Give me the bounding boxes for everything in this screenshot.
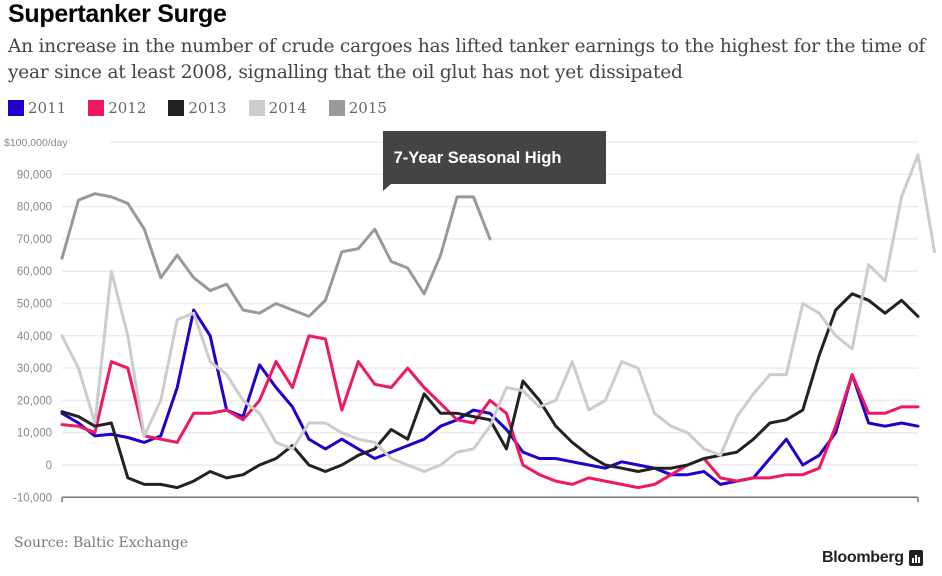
line-chart: -10,000 0 10,000 20,000 30,000 40,000 50,000 60… bbox=[4, 131, 936, 504]
y-tick-label: 60,000 bbox=[17, 266, 52, 278]
y-tick-label: 20,000 bbox=[17, 395, 52, 407]
legend-label: 2014 bbox=[268, 99, 307, 117]
x-axis bbox=[61, 496, 919, 503]
series-line-2011 bbox=[60, 308, 920, 486]
legend-item-2014[interactable]: 2014 bbox=[248, 99, 307, 117]
y-axis-ticks: -10,000 0 10,000 20,000 30,000 40,000 50,000 60… bbox=[4, 137, 68, 504]
legend-label: 2015 bbox=[348, 99, 387, 117]
legend-item-2012[interactable]: 2012 bbox=[88, 99, 146, 117]
chart-title: Supertanker Surge bbox=[8, 0, 227, 28]
annotation-pointer bbox=[383, 184, 391, 191]
legend-label: 2011 bbox=[28, 99, 67, 117]
legend-item-2011[interactable]: 2011 bbox=[8, 99, 66, 117]
y-tick-label: $100,000/day bbox=[4, 137, 68, 149]
bloomberg-chart-icon bbox=[908, 550, 923, 566]
y-tick-label: 50,000 bbox=[17, 299, 52, 311]
legend-swatch bbox=[248, 100, 265, 116]
legend: 2011 2012 2013 2014 2015 bbox=[8, 99, 409, 117]
annotation-label: 7-Year Seasonal High bbox=[394, 149, 562, 167]
legend-swatch bbox=[88, 100, 105, 116]
chart-subtitle: An increase in the number of crude cargo… bbox=[8, 36, 926, 83]
y-tick-label: 80,000 bbox=[17, 202, 52, 214]
series-line-2014 bbox=[60, 153, 936, 473]
legend-swatch bbox=[328, 100, 345, 116]
series-line-2012 bbox=[60, 334, 920, 490]
y-tick-label: -10,000 bbox=[13, 492, 52, 504]
bloomberg-logo: Bloomberg bbox=[822, 549, 923, 567]
series-line-2013 bbox=[60, 292, 920, 490]
brand-text: Bloomberg bbox=[822, 549, 904, 566]
annotation-box bbox=[383, 131, 606, 184]
series-line-2015 bbox=[60, 192, 492, 318]
y-tick-label: 90,000 bbox=[17, 169, 52, 181]
y-tick-label: 40,000 bbox=[17, 331, 52, 343]
legend-label: 2012 bbox=[108, 99, 147, 117]
legend-swatch bbox=[8, 100, 24, 116]
y-tick-label: 30,000 bbox=[17, 363, 52, 375]
annotation: 7-Year Seasonal High bbox=[383, 131, 606, 191]
legend-label: 2013 bbox=[188, 99, 227, 117]
legend-item-2013[interactable]: 2013 bbox=[168, 99, 227, 117]
legend-swatch bbox=[168, 100, 185, 116]
y-tick-label: 0 bbox=[46, 460, 52, 472]
y-tick-label: 10,000 bbox=[17, 428, 52, 440]
series-lines bbox=[60, 153, 936, 490]
source-note: Source: Baltic Exchange bbox=[14, 535, 189, 551]
legend-item-2015[interactable]: 2015 bbox=[328, 99, 387, 117]
gridlines bbox=[62, 141, 918, 466]
y-tick-label: 70,000 bbox=[17, 234, 52, 246]
